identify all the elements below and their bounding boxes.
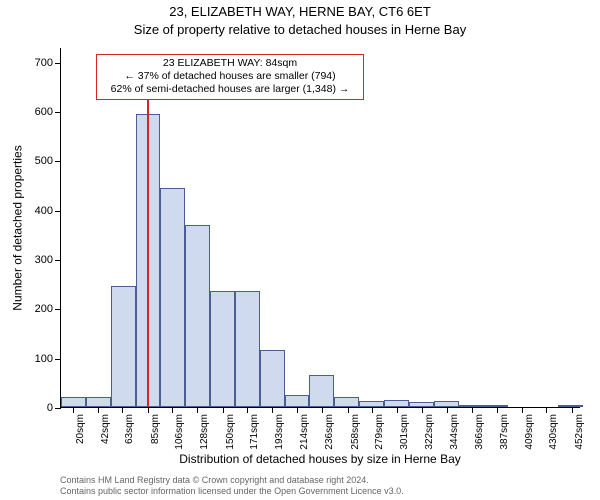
histogram-bar [111, 286, 136, 407]
xtick-label: 279sqm [375, 414, 385, 450]
xtick-mark [422, 407, 423, 413]
xtick-label: 128sqm [200, 414, 210, 450]
xtick-mark [447, 407, 448, 413]
ytick-mark [55, 161, 61, 162]
footer-line: Contains public sector information licen… [60, 486, 404, 497]
ytick-mark [55, 309, 61, 310]
xtick-label: 150sqm [226, 414, 236, 450]
histogram-bar [185, 225, 210, 407]
xtick-label: 344sqm [450, 414, 460, 450]
subject-marker-line [147, 62, 149, 407]
xtick-label: 322sqm [425, 414, 435, 450]
xtick-label: 366sqm [475, 414, 485, 450]
xtick-label: 214sqm [300, 414, 310, 450]
xtick-label: 42sqm [101, 414, 111, 444]
xtick-mark [98, 407, 99, 413]
xtick-label: 387sqm [500, 414, 510, 450]
xtick-label: 452sqm [575, 414, 585, 450]
xtick-label: 20sqm [76, 414, 86, 444]
xtick-mark [348, 407, 349, 413]
xtick-mark [223, 407, 224, 413]
ytick-mark [55, 211, 61, 212]
xtick-mark [272, 407, 273, 413]
ytick-label: 200 [35, 303, 53, 315]
xtick-mark [148, 407, 149, 413]
ytick-label: 700 [35, 57, 53, 69]
y-axis-label: Number of detached properties [10, 48, 26, 408]
chart-title-address: 23, ELIZABETH WAY, HERNE BAY, CT6 6ET [0, 4, 600, 19]
annotation-box: 23 ELIZABETH WAY: 84sqm ← 37% of detache… [96, 54, 364, 100]
footer-line: Contains HM Land Registry data © Crown c… [60, 475, 404, 486]
plot-area: 010020030040050060070020sqm42sqm63sqm85s… [60, 48, 580, 408]
xtick-label: 193sqm [275, 414, 285, 450]
histogram-bar [558, 405, 583, 407]
histogram-bar [384, 400, 409, 407]
xtick-mark [397, 407, 398, 413]
xtick-mark [472, 407, 473, 413]
chart-title-desc: Size of property relative to detached ho… [0, 22, 600, 37]
ytick-label: 500 [35, 155, 53, 167]
ytick-mark [55, 63, 61, 64]
xtick-label: 236sqm [325, 414, 335, 450]
xtick-label: 106sqm [175, 414, 185, 450]
histogram-bar [210, 291, 235, 407]
histogram-bar [459, 405, 484, 407]
xtick-label: 258sqm [351, 414, 361, 450]
xtick-mark [546, 407, 547, 413]
xtick-mark [522, 407, 523, 413]
xtick-label: 171sqm [250, 414, 260, 450]
ytick-label: 600 [35, 106, 53, 118]
annotation-line: 62% of semi-detached houses are larger (… [103, 83, 357, 96]
chart-container: 23, ELIZABETH WAY, HERNE BAY, CT6 6ET Si… [0, 0, 600, 500]
ytick-mark [55, 359, 61, 360]
xtick-mark [497, 407, 498, 413]
ytick-label: 400 [35, 205, 53, 217]
ytick-label: 0 [47, 402, 53, 414]
ytick-mark [55, 408, 61, 409]
footer: Contains HM Land Registry data © Crown c… [60, 475, 404, 497]
xtick-label: 409sqm [525, 414, 535, 450]
histogram-bar [285, 395, 310, 407]
xtick-mark [572, 407, 573, 413]
histogram-bar [334, 397, 359, 407]
histogram-bar [235, 291, 260, 407]
xtick-mark [73, 407, 74, 413]
xtick-mark [297, 407, 298, 413]
histogram-bar [86, 397, 111, 407]
histogram-bar [260, 350, 285, 407]
ytick-label: 100 [35, 353, 53, 365]
xtick-label: 301sqm [400, 414, 410, 450]
xtick-mark [197, 407, 198, 413]
xtick-mark [372, 407, 373, 413]
annotation-line: 23 ELIZABETH WAY: 84sqm [103, 57, 357, 70]
annotation-line: ← 37% of detached houses are smaller (79… [103, 70, 357, 83]
ytick-mark [55, 260, 61, 261]
ytick-mark [55, 112, 61, 113]
histogram-bar [309, 375, 334, 407]
x-axis-label: Distribution of detached houses by size … [60, 452, 580, 466]
xtick-mark [247, 407, 248, 413]
xtick-label: 63sqm [125, 414, 135, 444]
y-axis-label-text: Number of detached properties [11, 145, 25, 310]
xtick-mark [322, 407, 323, 413]
histogram-bar [61, 397, 86, 407]
xtick-mark [172, 407, 173, 413]
xtick-label: 85sqm [151, 414, 161, 444]
xtick-mark [122, 407, 123, 413]
histogram-bar [160, 188, 185, 407]
xtick-label: 430sqm [549, 414, 559, 450]
ytick-label: 300 [35, 254, 53, 266]
